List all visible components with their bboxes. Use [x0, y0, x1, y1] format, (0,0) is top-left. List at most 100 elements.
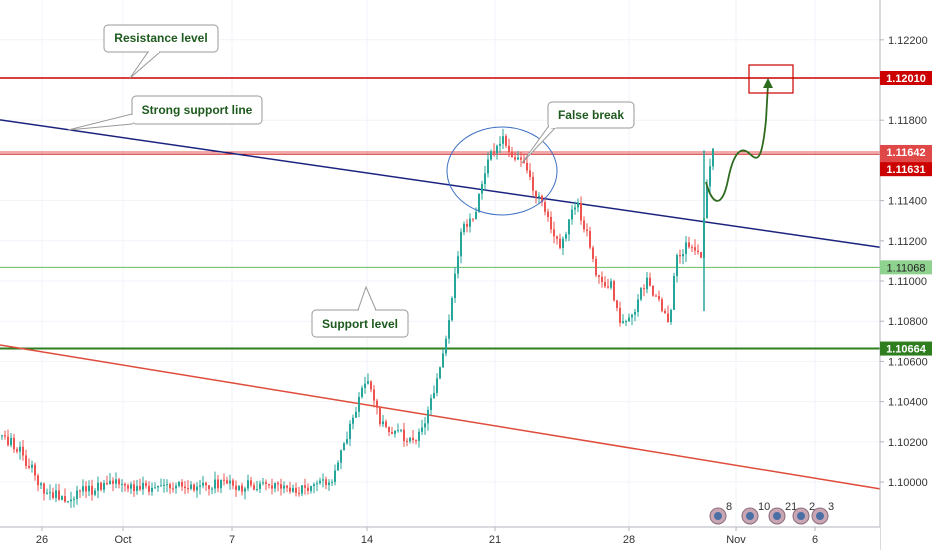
- candle-body: [433, 392, 435, 399]
- candle-body: [610, 281, 612, 288]
- blue-trendline[interactable]: [0, 119, 881, 248]
- candle-body: [283, 485, 285, 489]
- candle-body: [574, 207, 576, 210]
- candle-body: [493, 151, 495, 154]
- candle-body: [133, 484, 135, 492]
- candle-body: [31, 464, 33, 468]
- event-flag-count: 2: [809, 501, 815, 513]
- candle-body: [637, 299, 639, 313]
- support-callout-text: Support level: [322, 317, 398, 331]
- candle-body: [499, 143, 501, 146]
- candle-body: [148, 485, 150, 492]
- candle-body: [241, 485, 243, 492]
- event-flag-dot: [773, 512, 781, 520]
- candle-body: [550, 216, 552, 230]
- y-tick-label: 1.11800: [888, 115, 927, 127]
- y-tick-label: 1.12200: [888, 35, 928, 47]
- candle-body: [619, 307, 621, 323]
- x-tick-label: 6: [812, 534, 818, 546]
- candle-body: [316, 483, 318, 485]
- price-tag-1-12010-bg: [880, 71, 932, 85]
- price-axis-ticks: 1.12200 1.11800 1.11400 1.11200 1.11000 1.108…: [880, 35, 928, 489]
- candle-body: [691, 247, 693, 249]
- grid: [0, 0, 880, 527]
- candle-body: [127, 485, 129, 489]
- price-tag-1-11068: 1.11068: [887, 262, 926, 274]
- candle-body: [391, 432, 393, 434]
- candle-body: [532, 176, 534, 191]
- horizontal-levels: [0, 77, 880, 350]
- candle-body: [88, 485, 90, 492]
- candle-body: [628, 317, 630, 322]
- candle-body: [55, 490, 57, 498]
- candle-body: [253, 485, 255, 490]
- candle-body: [589, 230, 591, 248]
- candle-body: [694, 247, 696, 251]
- candle-body: [367, 381, 369, 384]
- projection-arrowhead: [763, 78, 773, 88]
- candle-body: [184, 486, 186, 489]
- candle-body: [688, 242, 690, 248]
- candle-body: [361, 387, 363, 397]
- candle-body: [451, 298, 453, 321]
- candle-body: [409, 437, 411, 442]
- candle-body: [343, 443, 345, 451]
- candle-body: [37, 475, 39, 486]
- candle-body: [676, 255, 678, 277]
- candle-body: [277, 482, 279, 485]
- candle-body: [382, 421, 384, 425]
- y-tick-label: 1.10800: [888, 316, 928, 328]
- candle-body: [463, 223, 465, 233]
- candle-body: [373, 389, 375, 401]
- candle-body: [487, 159, 489, 174]
- event-flag-count: 8: [726, 501, 732, 513]
- candle-body: [67, 501, 69, 503]
- candle-body: [43, 483, 45, 494]
- candle-body: [442, 353, 444, 368]
- candle-body: [286, 485, 288, 488]
- time-axis-background: [0, 527, 880, 550]
- candle-body: [355, 411, 357, 418]
- candle-body: [640, 288, 642, 300]
- candle-body: [262, 482, 264, 484]
- candle-body: [358, 396, 360, 412]
- y-tick-label: 1.10600: [888, 356, 928, 368]
- candle-body: [625, 321, 627, 323]
- candle-body: [10, 437, 12, 446]
- candle-body: [139, 486, 141, 490]
- candle-body: [205, 482, 207, 486]
- price-tag-1-10664: 1.10664: [886, 344, 927, 356]
- red-trendline[interactable]: [0, 344, 881, 490]
- candle-body: [352, 417, 354, 424]
- candle-body: [643, 288, 645, 290]
- candle-body: [685, 242, 687, 255]
- candle-body: [235, 485, 237, 491]
- candle-body: [7, 436, 9, 446]
- candle-body: [289, 487, 291, 492]
- candle-body: [163, 484, 165, 486]
- candle-body: [103, 483, 105, 490]
- candle-body: [622, 321, 624, 323]
- candle-body: [85, 486, 87, 492]
- candle-body: [94, 490, 96, 495]
- candle-body: [52, 492, 54, 498]
- candle-body: [424, 423, 426, 428]
- candle-body: [202, 482, 204, 486]
- candle-body: [613, 281, 615, 301]
- candle-body: [595, 258, 597, 276]
- candle-body: [481, 184, 483, 194]
- strong-support-callout-text: Strong support line: [142, 103, 253, 117]
- candle-body: [436, 378, 438, 393]
- candle-body: [79, 490, 81, 492]
- candle-body: [496, 145, 498, 154]
- candle-body: [466, 223, 468, 227]
- candle-body: [109, 480, 111, 485]
- candle-body: [166, 484, 168, 486]
- candle-body: [673, 276, 675, 310]
- candle-body: [661, 299, 663, 311]
- candle-body: [58, 490, 60, 500]
- candle-body: [571, 209, 573, 220]
- candle-body: [244, 488, 246, 492]
